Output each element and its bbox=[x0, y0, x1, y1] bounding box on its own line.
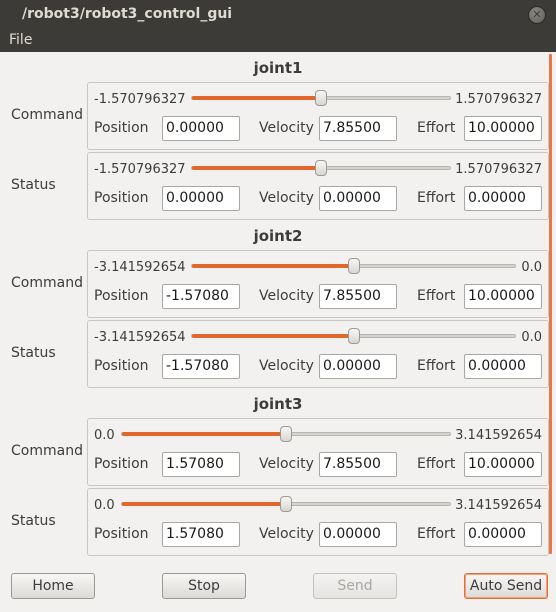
joint1-status-label: Status bbox=[11, 177, 56, 193]
joint3-command-slider[interactable] bbox=[121, 426, 451, 442]
joint3-status-slider-handle[interactable] bbox=[280, 496, 292, 512]
window-title: /robot3/robot3_control_gui bbox=[22, 6, 233, 22]
menu-bar: File bbox=[0, 30, 556, 52]
joint3-status-velocity-label: Velocity bbox=[259, 526, 314, 542]
joint3-status-slider-fill bbox=[122, 502, 286, 506]
joint2-status-velocity-field[interactable]: 0.00000 bbox=[319, 354, 397, 379]
joint2-status-effort-field[interactable]: 0.00000 bbox=[464, 354, 542, 379]
joint2-command-effort-field[interactable]: 10.00000 bbox=[464, 284, 542, 309]
joint2-status-panel: -3.141592654 0.0 Position -1.57080 Veloc… bbox=[87, 320, 549, 388]
joint1-command-position-label: Position bbox=[94, 120, 149, 136]
send-button[interactable]: Send bbox=[313, 573, 397, 599]
joint2-command-position-field[interactable]: -1.57080 bbox=[162, 284, 240, 309]
joint3-status-label: Status bbox=[11, 513, 56, 529]
joint2-command-min-label: -3.141592654 bbox=[94, 260, 186, 275]
joint3-command-min-label: 0.0 bbox=[94, 428, 115, 443]
joint2-status-slider[interactable] bbox=[191, 328, 516, 344]
joint1-status-effort-label: Effort bbox=[417, 190, 456, 206]
title-bar: ✕ /robot3/robot3_control_gui bbox=[0, 0, 556, 30]
joint1-command-slider[interactable] bbox=[191, 90, 451, 106]
close-button[interactable]: ✕ bbox=[528, 6, 546, 24]
stop-button[interactable]: Stop bbox=[162, 573, 246, 599]
joint3-status-velocity-field[interactable]: 0.00000 bbox=[319, 522, 397, 547]
joint3-status-position-field[interactable]: 1.57080 bbox=[162, 522, 240, 547]
joint2-status-max-label: 0.0 bbox=[521, 330, 542, 345]
joint1-status-velocity-label: Velocity bbox=[259, 190, 314, 206]
joint1-status-max-label: 1.570796327 bbox=[455, 162, 542, 177]
joint2-command-max-label: 0.0 bbox=[521, 260, 542, 275]
joint1-status-position-label: Position bbox=[94, 190, 149, 206]
joint3-status-min-label: 0.0 bbox=[94, 498, 115, 513]
joint3-command-effort-label: Effort bbox=[417, 456, 456, 472]
joint1-status-velocity-field[interactable]: 0.00000 bbox=[319, 186, 397, 211]
joint3-command-position-label: Position bbox=[94, 456, 149, 472]
joint2-status-position-label: Position bbox=[94, 358, 149, 374]
joint1-status-slider[interactable] bbox=[191, 160, 451, 176]
joint3-status-slider[interactable] bbox=[121, 496, 451, 512]
joint1-command-velocity-field[interactable]: 7.85500 bbox=[319, 116, 397, 141]
joint3-title: joint3 bbox=[253, 395, 303, 413]
joint3-command-velocity-label: Velocity bbox=[259, 456, 314, 472]
joint2-command-slider-handle[interactable] bbox=[347, 258, 360, 274]
joint2-command-velocity-field[interactable]: 7.85500 bbox=[319, 284, 397, 309]
scrollbar[interactable] bbox=[549, 54, 552, 554]
joint3-status-panel: 0.0 3.141592654 Position 1.57080 Velocit… bbox=[87, 488, 549, 556]
joint3-command-max-label: 3.141592654 bbox=[455, 428, 542, 443]
joint3-status-effort-field[interactable]: 0.00000 bbox=[464, 522, 542, 547]
joint3-command-slider-fill bbox=[122, 432, 286, 436]
joint2-status-min-label: -3.141592654 bbox=[94, 330, 186, 345]
joint1-command-label: Command bbox=[11, 107, 83, 123]
joint2-command-label: Command bbox=[11, 275, 83, 291]
joint2-status-slider-fill bbox=[192, 334, 354, 338]
joint3-command-velocity-field[interactable]: 7.85500 bbox=[319, 452, 397, 477]
joint1-command-panel: -1.570796327 1.570796327 Position 0.0000… bbox=[87, 82, 549, 150]
home-button[interactable]: Home bbox=[11, 573, 95, 599]
joint3-command-effort-field[interactable]: 10.00000 bbox=[464, 452, 542, 477]
joint1-status-panel: -1.570796327 1.570796327 Position 0.0000… bbox=[87, 152, 549, 220]
joint1-command-max-label: 1.570796327 bbox=[455, 92, 542, 107]
joint1-command-min-label: -1.570796327 bbox=[94, 92, 186, 107]
joint1-command-position-field[interactable]: 0.00000 bbox=[162, 116, 240, 141]
joint3-command-position-field[interactable]: 1.57080 bbox=[162, 452, 240, 477]
joint1-title: joint1 bbox=[253, 59, 303, 77]
joint3-status-effort-label: Effort bbox=[417, 526, 456, 542]
joint2-command-effort-label: Effort bbox=[417, 288, 456, 304]
joint1-status-slider-handle[interactable] bbox=[315, 160, 327, 176]
joint2-status-velocity-label: Velocity bbox=[259, 358, 314, 374]
joint1-command-effort-label: Effort bbox=[417, 120, 456, 136]
joint2-command-position-label: Position bbox=[94, 288, 149, 304]
joint2-status-label: Status bbox=[11, 345, 56, 361]
close-icon: ✕ bbox=[532, 8, 542, 21]
joint1-status-min-label: -1.570796327 bbox=[94, 162, 186, 177]
joint2-status-slider-handle[interactable] bbox=[347, 328, 360, 344]
joint3-command-panel: 0.0 3.141592654 Position 1.57080 Velocit… bbox=[87, 418, 549, 486]
joint2-command-slider[interactable] bbox=[191, 258, 516, 274]
joint1-status-position-field[interactable]: 0.00000 bbox=[162, 186, 240, 211]
joint1-command-effort-field[interactable]: 10.00000 bbox=[464, 116, 542, 141]
auto-send-button[interactable]: Auto Send bbox=[464, 573, 548, 599]
joint3-command-slider-handle[interactable] bbox=[280, 426, 292, 442]
joint2-status-effort-label: Effort bbox=[417, 358, 456, 374]
joint1-status-effort-field[interactable]: 0.00000 bbox=[464, 186, 542, 211]
joint1-status-slider-fill bbox=[192, 166, 321, 170]
joint1-command-velocity-label: Velocity bbox=[259, 120, 314, 136]
joint1-command-slider-handle[interactable] bbox=[315, 90, 327, 106]
joint2-title: joint2 bbox=[253, 227, 303, 245]
joint2-command-slider-fill bbox=[192, 264, 354, 268]
joint2-status-position-field[interactable]: -1.57080 bbox=[162, 354, 240, 379]
joint2-command-panel: -3.141592654 0.0 Position -1.57080 Veloc… bbox=[87, 250, 549, 318]
joint1-command-slider-fill bbox=[192, 96, 321, 100]
menu-file[interactable]: File bbox=[9, 32, 33, 48]
joint3-status-max-label: 3.141592654 bbox=[455, 498, 542, 513]
joint3-status-position-label: Position bbox=[94, 526, 149, 542]
joint2-command-velocity-label: Velocity bbox=[259, 288, 314, 304]
joint3-command-label: Command bbox=[11, 443, 83, 459]
